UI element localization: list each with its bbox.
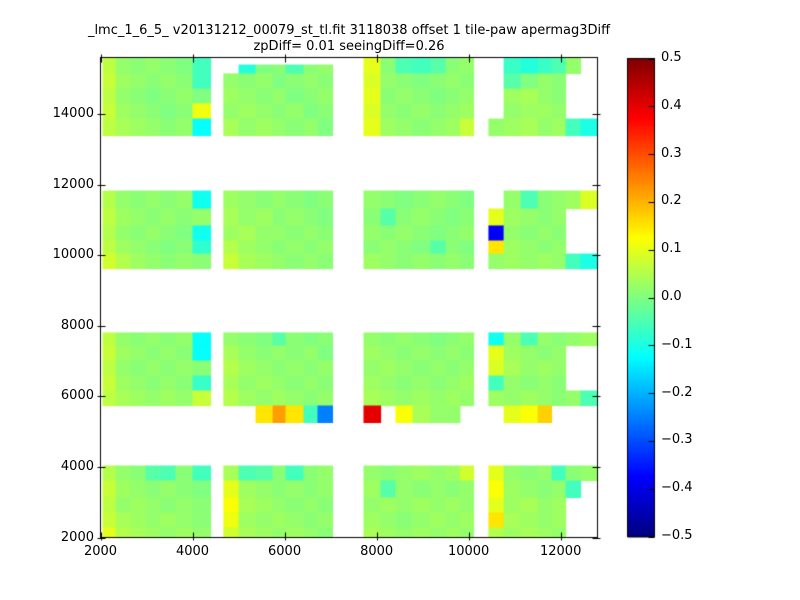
y-tick-label: 6000 [60,388,94,404]
colorbar-tick-label: 0.1 [661,241,682,257]
x-tick-label: 12000 [539,544,582,559]
x-tick-label: 4000 [175,544,210,559]
colorbar-tick-label: −0.1 [661,336,693,352]
y-tick-label: 10000 [52,247,94,263]
chart-title: _lmc_1_6_5_ v20131212_00079_st_tl.fit 31… [87,23,611,38]
chart-subtitle: zpDiff= 0.01 seeingDiff=0.26 [253,39,445,54]
y-tick-label: 14000 [52,105,94,121]
colorbar-tick-label: −0.4 [661,480,693,496]
x-tick-label: 6000 [268,544,302,559]
y-tick-label: 2000 [60,529,94,545]
colorbar-tick-label: 0.5 [661,50,682,65]
colorbar-tick-label: 0.4 [661,97,682,113]
colorbar-tick-label: 0.2 [661,193,682,209]
x-tick-label: 2000 [83,544,118,559]
y-tick-label: 12000 [52,176,94,192]
colorbar-tick-label: 0.3 [661,145,682,161]
colorbar-tick-label: −0.3 [661,432,693,448]
y-tick-label: 4000 [60,458,94,474]
y-tick-label: 8000 [60,317,94,333]
colorbar-tick-label: 0.0 [661,289,682,304]
colorbar-tick-label: −0.2 [661,384,693,400]
x-tick-label: 10000 [447,544,490,559]
colorbar-tick-label: −0.5 [661,528,693,543]
x-tick-label: 8000 [360,544,394,559]
